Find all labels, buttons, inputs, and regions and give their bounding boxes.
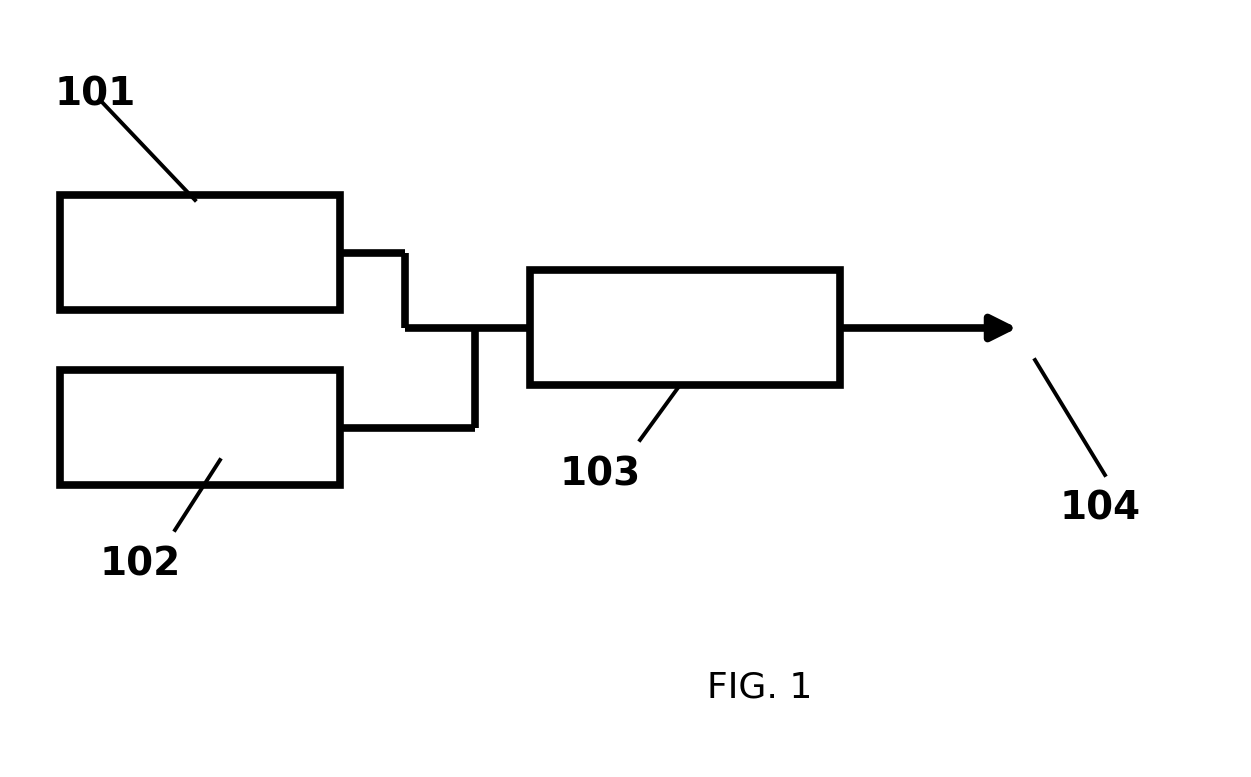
Text: 101: 101	[55, 75, 136, 113]
Text: FIG. 1: FIG. 1	[707, 670, 813, 704]
Text: 104: 104	[1060, 490, 1141, 528]
Bar	[60, 370, 340, 485]
Text: 102: 102	[100, 545, 181, 583]
Text: 103: 103	[560, 455, 642, 493]
Bar	[60, 195, 340, 310]
Bar	[530, 270, 839, 385]
